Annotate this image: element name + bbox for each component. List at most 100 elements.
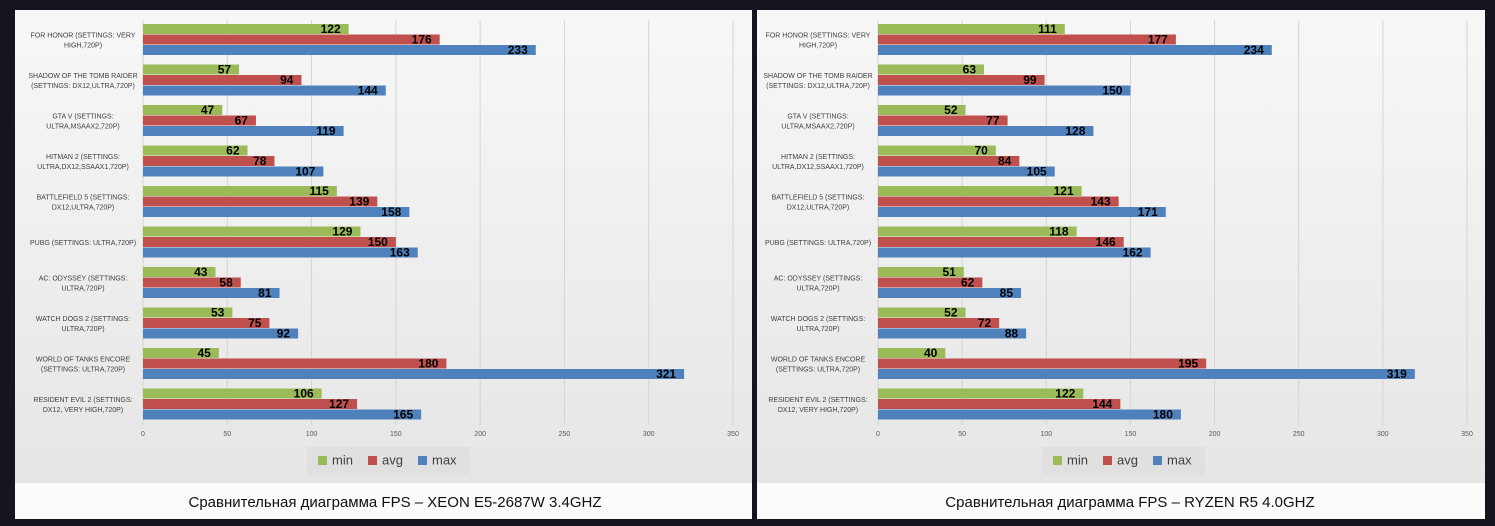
value-label: 150 (368, 235, 388, 249)
value-label: 129 (332, 224, 352, 238)
bar (143, 237, 396, 247)
value-label: 40 (924, 346, 938, 360)
value-label: 118 (1049, 224, 1069, 238)
bar (143, 288, 280, 298)
value-label: 144 (1092, 397, 1112, 411)
bar (878, 85, 1131, 96)
value-label: 234 (1244, 43, 1264, 57)
bar (143, 318, 270, 328)
value-label: 62 (961, 275, 975, 289)
bar (143, 226, 361, 237)
value-label: 57 (218, 62, 232, 76)
category-label: RESIDENT EVIL 2 (SETTINGS: DX12, VERY HIG… (768, 397, 867, 414)
value-label: 119 (316, 124, 336, 138)
value-label: 146 (1096, 235, 1116, 249)
bar (878, 399, 1121, 409)
value-label: 72 (978, 316, 992, 330)
x-tick-label: 300 (643, 431, 655, 438)
value-label: 319 (1387, 367, 1407, 381)
value-label: 81 (258, 286, 272, 300)
legend-swatch (1053, 456, 1062, 465)
bar (143, 328, 299, 339)
value-label: 176 (412, 32, 432, 46)
legend-label: max (1167, 452, 1192, 467)
bar (143, 399, 358, 409)
value-label: 107 (295, 164, 315, 178)
bar (878, 307, 966, 318)
value-label: 92 (277, 326, 291, 340)
legend-label: avg (1117, 452, 1138, 467)
bar (143, 186, 337, 196)
value-label: 99 (1023, 73, 1037, 87)
bar (143, 145, 248, 156)
bar (143, 267, 216, 277)
category-label: PUBG (SETTINGS: ULTRA,720P) (30, 240, 136, 247)
value-label: 70 (974, 143, 988, 157)
category-label: BATTLEFIELD 5 (SETTINGS: DX12,ULTRA,720P) (37, 194, 130, 211)
x-tick-label: 50 (958, 431, 966, 438)
category-label: FOR HONOR (SETTINGS: VERY HIGH,720P) (31, 32, 136, 49)
category-label: WORLD OF TANKS ENCORE (SETTINGS: ULTRA,72… (771, 356, 866, 373)
bar (143, 207, 410, 217)
chart-title: Сравнительная диаграмма FPS – XEON E5-26… (188, 494, 601, 511)
value-label: 233 (508, 43, 528, 57)
value-label: 77 (986, 113, 1000, 127)
x-tick-label: 100 (1040, 431, 1052, 438)
category-label: SHADOW OF THE TOMB RAIDER (SETTINGS: DX12… (28, 73, 137, 90)
value-label: 321 (656, 367, 676, 381)
bar (878, 247, 1151, 258)
value-label: 106 (294, 386, 314, 400)
x-tick-label: 50 (223, 431, 231, 438)
value-label: 78 (253, 154, 267, 168)
bar (143, 115, 256, 126)
bar (878, 348, 946, 358)
caption-bar (757, 483, 1485, 519)
chart-title: Сравнительная диаграмма FPS – RYZEN R5 4… (945, 494, 1314, 511)
bar (878, 34, 1176, 45)
value-label: 45 (197, 346, 211, 360)
bar (143, 247, 418, 258)
legend-label: max (432, 452, 457, 467)
bar (878, 207, 1166, 217)
legend-label: avg (382, 452, 403, 467)
category-label: SHADOW OF THE TOMB RAIDER (SETTINGS: DX12… (763, 73, 872, 90)
value-label: 53 (211, 305, 225, 319)
x-tick-label: 150 (1125, 431, 1137, 438)
category-label: RESIDENT EVIL 2 (SETTINGS: DX12, VERY HIG… (33, 397, 132, 414)
bar (878, 358, 1207, 369)
bar (878, 267, 964, 277)
value-label: 165 (393, 407, 413, 421)
bar (878, 64, 985, 75)
bar (878, 105, 966, 115)
bar (143, 156, 275, 166)
category-label: AC: ODYSSEY (SETTINGS: ULTRA,720P) (774, 275, 863, 292)
value-label: 139 (349, 194, 369, 208)
x-tick-label: 0 (141, 431, 145, 438)
x-tick-label: 100 (306, 431, 318, 438)
bar (143, 196, 378, 207)
legend-label: min (332, 452, 353, 467)
value-label: 163 (390, 245, 410, 259)
bar (143, 24, 349, 34)
bar (878, 226, 1077, 237)
bar (143, 358, 447, 369)
bar (143, 277, 241, 288)
category-label: GTA V (SETTINGS: ULTRA,MSAAX2,720P) (46, 113, 119, 130)
bar (878, 388, 1084, 399)
legend-swatch (368, 456, 377, 465)
bar (878, 288, 1022, 298)
value-label: 67 (235, 113, 249, 127)
category-label: WATCH DOGS 2 (SETTINGS: ULTRA,720P) (771, 316, 866, 333)
bar (143, 105, 223, 115)
bar (878, 75, 1045, 85)
x-tick-label: 0 (876, 431, 880, 438)
value-label: 47 (201, 103, 215, 117)
value-label: 180 (1153, 407, 1173, 421)
value-label: 51 (942, 265, 956, 279)
value-label: 144 (358, 83, 378, 97)
value-label: 158 (381, 205, 401, 219)
category-label: FOR HONOR (SETTINGS: VERY HIGH,720P) (766, 32, 871, 49)
legend-swatch (1153, 456, 1162, 465)
bar (878, 24, 1065, 34)
